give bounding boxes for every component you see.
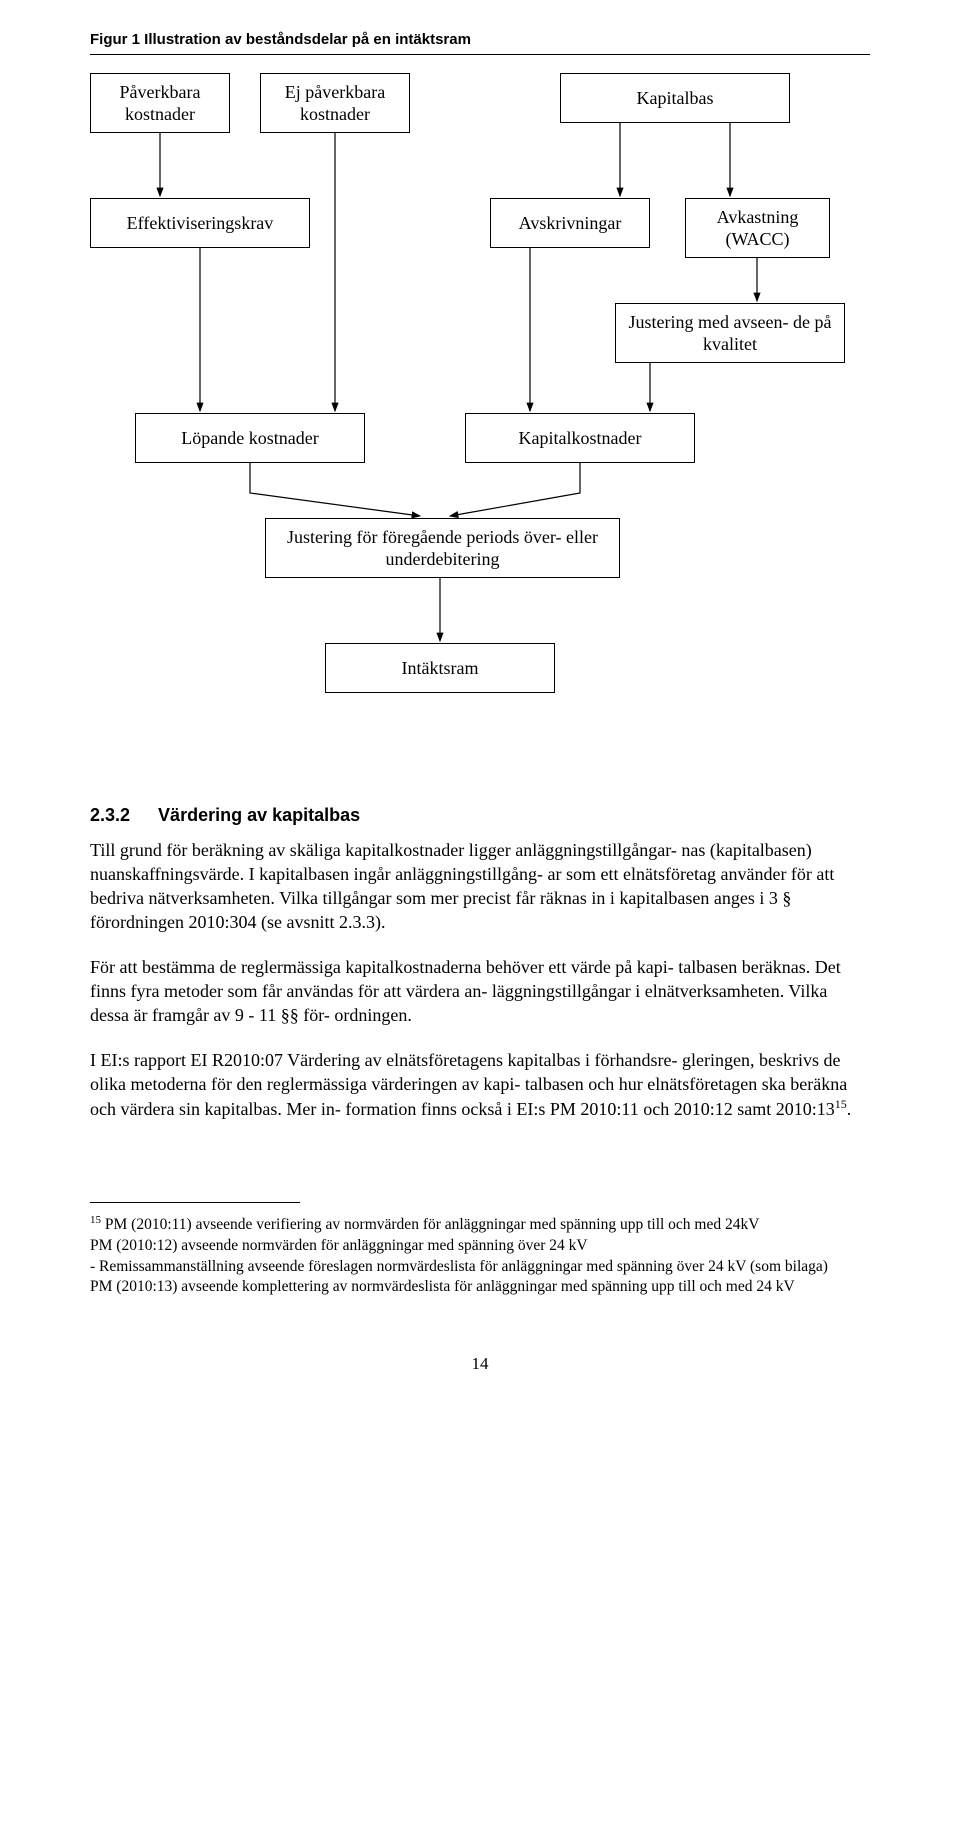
body-paragraph-2: För att bestämma de reglermässiga kapita… — [90, 955, 870, 1028]
footnote-sup-15: 15 — [90, 1214, 101, 1226]
footnotes: 15 PM (2010:11) avseende verifiering av … — [90, 1213, 870, 1299]
arrows — [90, 73, 870, 793]
heading-text: Värdering av kapitalbas — [158, 805, 360, 825]
body-paragraph-3: I EI:s rapport EI R2010:07 Värdering av … — [90, 1048, 870, 1122]
footnote-line-2: PM (2010:12) avseende normvärden för anl… — [90, 1237, 588, 1254]
footnote-rule — [90, 1202, 300, 1203]
footnote-line-4: PM (2010:13) avseende komplettering av n… — [90, 1278, 795, 1295]
page-number: 14 — [90, 1353, 870, 1376]
footnote-line-3: - Remissammanställning avseende föreslag… — [90, 1258, 828, 1275]
figure-rule — [90, 54, 870, 55]
body-paragraph-3b: . — [847, 1099, 852, 1119]
body-paragraph-1: Till grund för beräkning av skäliga kapi… — [90, 838, 870, 935]
footnote-line-1: PM (2010:11) avseende verifiering av nor… — [101, 1216, 759, 1233]
footnote-ref-15: 15 — [835, 1097, 847, 1111]
body-paragraph-3a: I EI:s rapport EI R2010:07 Värdering av … — [90, 1050, 847, 1120]
flowchart-diagram: Påverkbara kostnader Ej påverkbara kostn… — [90, 73, 870, 793]
section-heading: 2.3.2 Värdering av kapitalbas — [90, 803, 870, 827]
heading-number: 2.3.2 — [90, 803, 130, 827]
figure-caption: Figur 1 Illustration av beståndsdelar på… — [90, 30, 870, 50]
